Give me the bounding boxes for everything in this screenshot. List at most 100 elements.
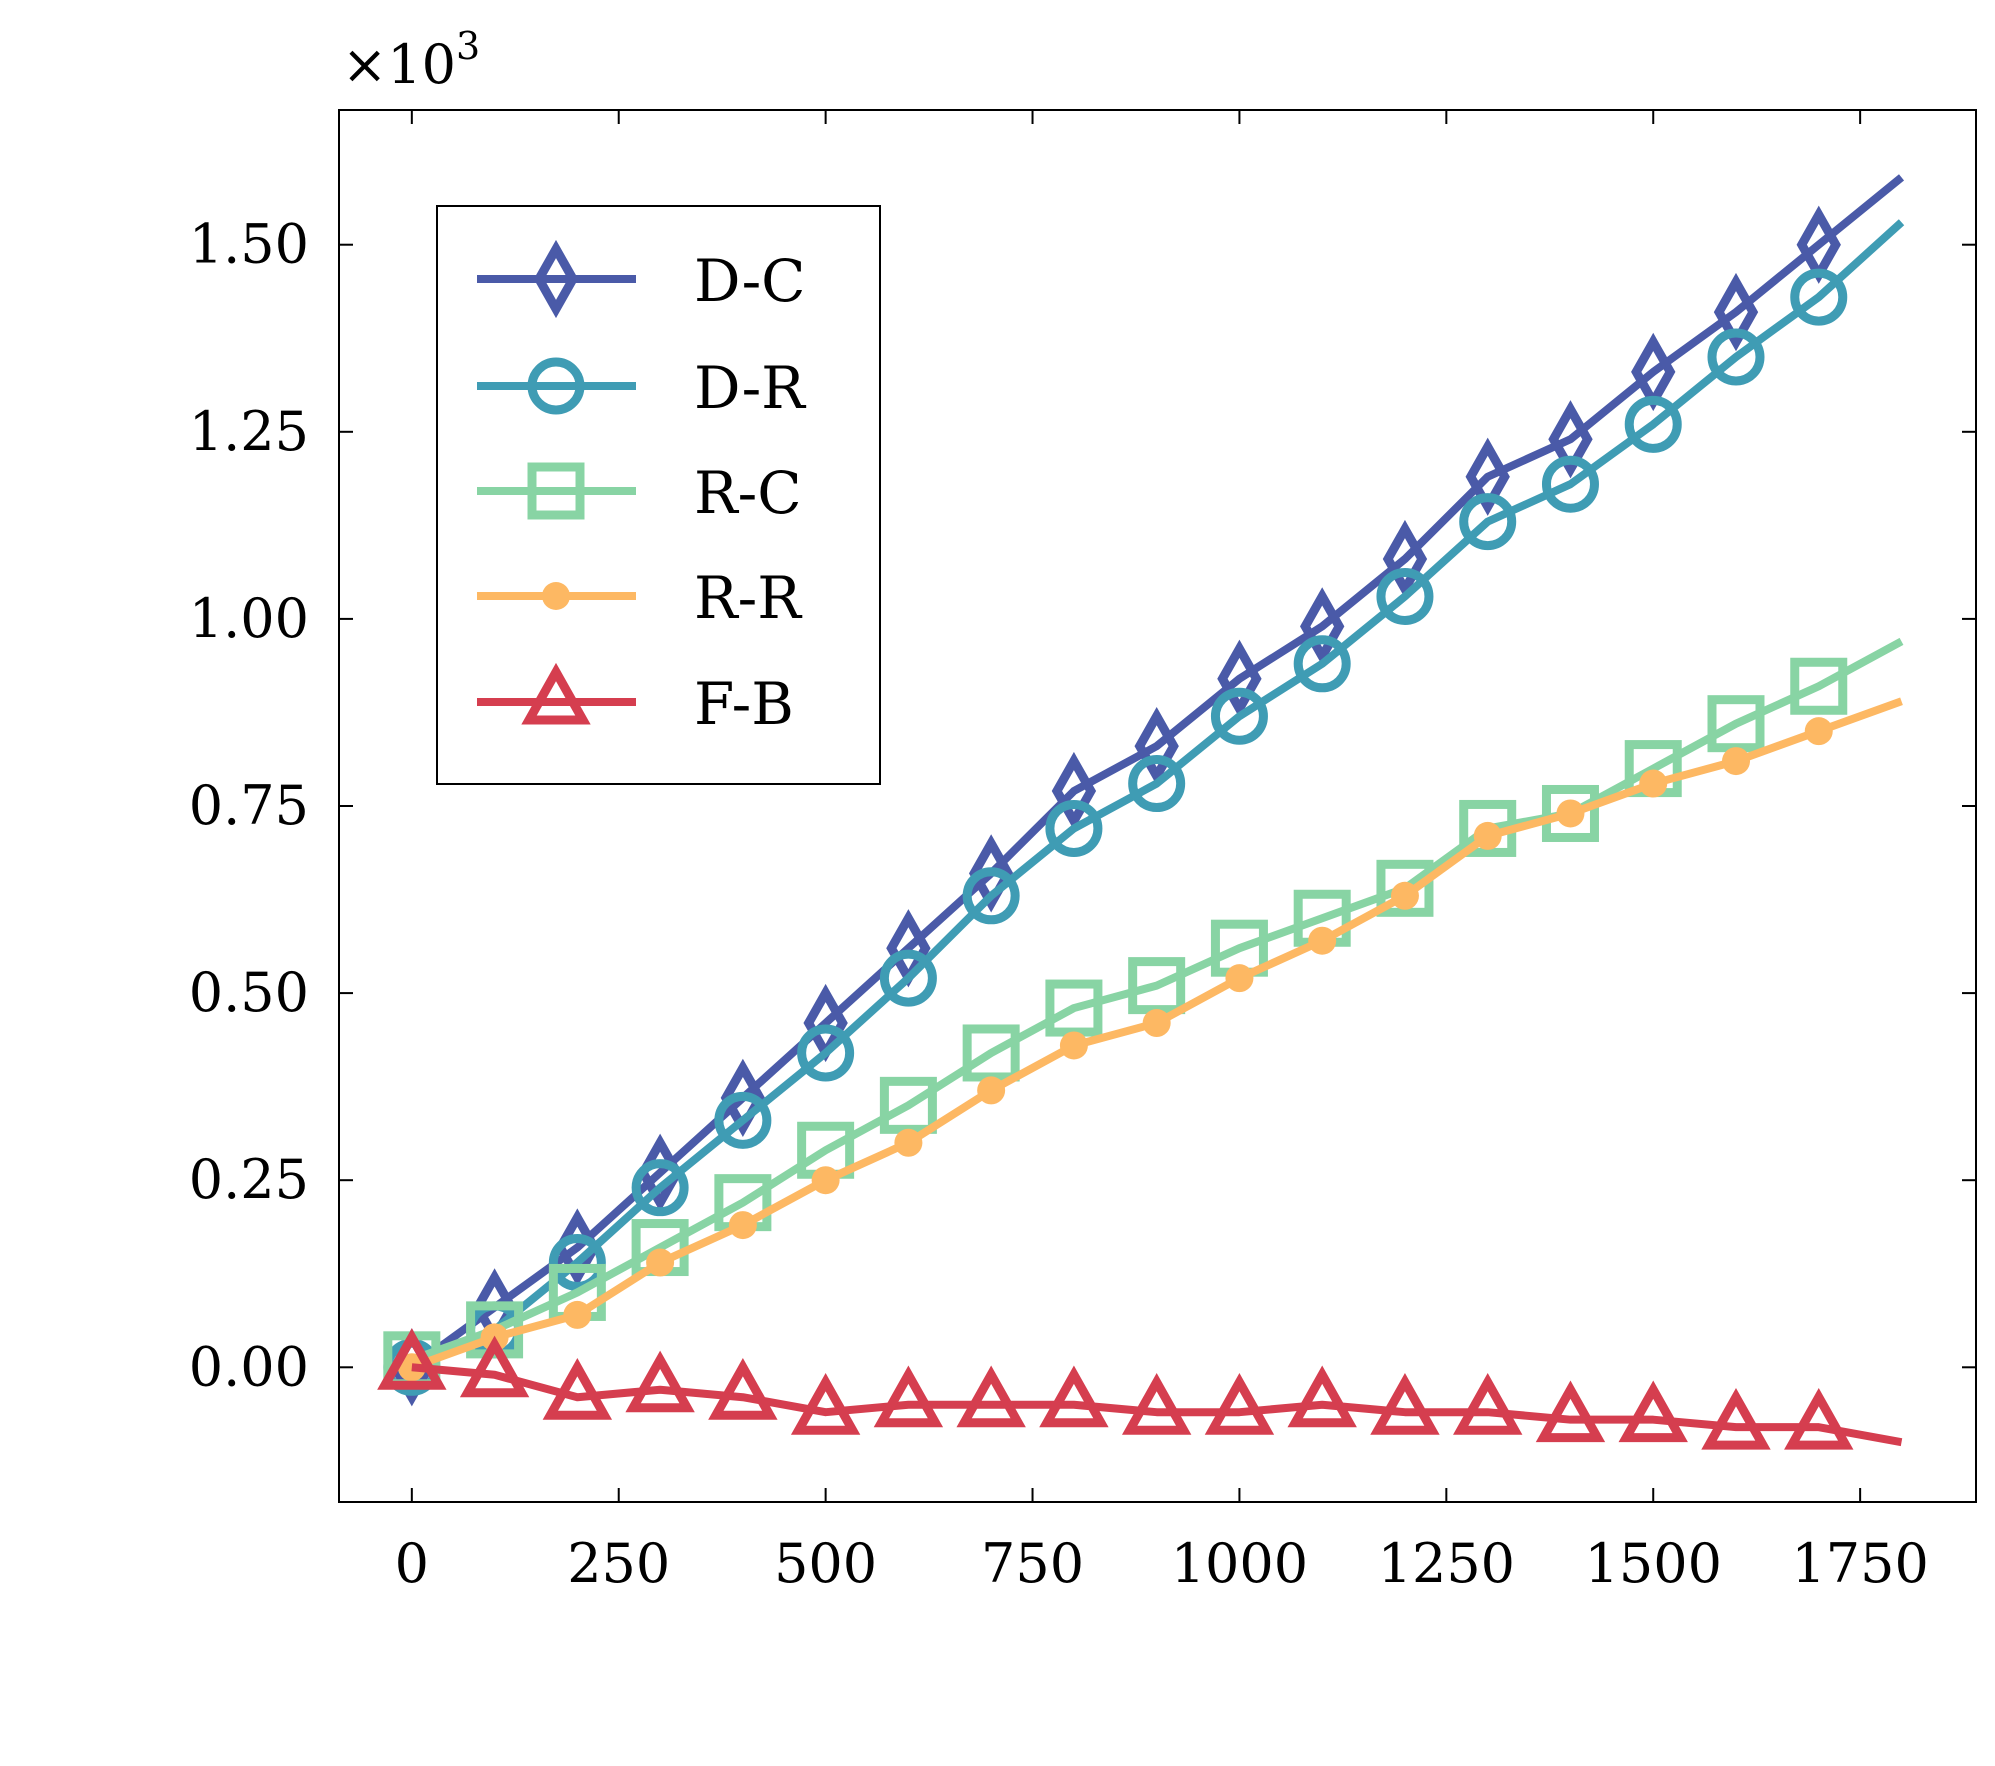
data-point — [1204, 1373, 1275, 1435]
data-point — [956, 1365, 1026, 1428]
legend-label: D-R — [694, 354, 807, 422]
legend-label: D-C — [694, 247, 806, 315]
legend-item: D-C — [477, 239, 806, 319]
data-point — [811, 1166, 840, 1195]
legend-label: R-R — [694, 564, 803, 632]
data-point — [1059, 1031, 1088, 1060]
data-point — [646, 1248, 675, 1277]
legend-marker — [542, 582, 570, 610]
legend-label: R-C — [694, 459, 802, 527]
y-multiplier: ×103 — [342, 24, 480, 96]
data-point — [1225, 964, 1254, 993]
data-point — [1134, 707, 1179, 786]
data-point — [1790, 268, 1848, 326]
y-tick-label: 1.00 — [189, 587, 309, 650]
series-F-B — [377, 1328, 1903, 1450]
legend-label: F-B — [694, 670, 794, 738]
data-point — [1293, 635, 1351, 693]
y-tick-label: 0.50 — [189, 961, 309, 1024]
x-tick-label: 250 — [567, 1532, 670, 1595]
data-point — [1473, 821, 1502, 850]
data-point — [1548, 400, 1593, 479]
x-tick-label: 1250 — [1378, 1532, 1515, 1595]
legend-marker — [533, 239, 579, 319]
data-point — [542, 1358, 613, 1420]
data-point — [1121, 1373, 1192, 1435]
data-point — [1535, 1380, 1606, 1443]
data-point — [1707, 328, 1765, 386]
data-point — [1618, 1380, 1688, 1443]
data-point — [1370, 1373, 1440, 1435]
data-point — [1300, 587, 1345, 666]
x-tick-label: 1000 — [1171, 1532, 1308, 1595]
data-point — [1039, 1365, 1109, 1428]
data-point — [873, 1365, 944, 1428]
legend-item: F-B — [477, 662, 794, 738]
series-line — [410, 219, 1905, 1371]
data-point — [1790, 657, 1848, 715]
data-point — [563, 1300, 592, 1329]
data-point — [1624, 395, 1682, 453]
data-point — [1376, 859, 1434, 917]
data-point — [797, 1024, 855, 1082]
data-point — [894, 1128, 923, 1157]
data-point — [1210, 687, 1268, 745]
y-tick-label: 0.25 — [189, 1148, 309, 1211]
x-tick-label: 1750 — [1791, 1532, 1928, 1595]
data-point — [1459, 493, 1517, 551]
data-point — [459, 1335, 530, 1398]
data-point — [1713, 272, 1759, 352]
y-tick-label: 0.75 — [189, 774, 309, 837]
data-point — [728, 1211, 757, 1240]
data-point — [977, 1076, 1006, 1105]
data-point — [968, 834, 1014, 913]
data-point — [1376, 567, 1434, 625]
data-point — [1382, 519, 1428, 599]
x-tick-label: 750 — [981, 1532, 1084, 1595]
data-point — [1556, 799, 1585, 828]
legend-item: R-R — [477, 564, 803, 632]
data-point — [1639, 769, 1668, 798]
data-point — [1465, 437, 1510, 516]
legend-marker — [521, 662, 591, 725]
legend-item: R-C — [477, 459, 802, 527]
data-point — [1453, 1373, 1523, 1435]
data-point — [790, 1373, 861, 1435]
legend-item: D-R — [477, 354, 807, 422]
series-line — [409, 174, 1905, 1371]
data-point — [708, 1358, 778, 1420]
y-tick-label: 1.25 — [189, 400, 309, 463]
legend-marker — [527, 357, 585, 415]
data-point — [377, 1328, 447, 1390]
data-point — [1308, 926, 1337, 955]
y-tick-label: 1.50 — [189, 213, 309, 276]
data-point — [1287, 1365, 1357, 1428]
series-line — [411, 1363, 1903, 1447]
axis-ticks: 0 250 500 750 1000 1250 1500 1750 0.00 0.25 0.50 0.… — [189, 110, 1976, 1595]
data-point — [714, 1091, 772, 1149]
data-point — [1217, 639, 1262, 718]
data-point — [1804, 717, 1833, 746]
x-tick-label: 0 — [395, 1532, 429, 1595]
y-tick-label: 0.00 — [189, 1335, 309, 1398]
data-point — [1142, 1009, 1171, 1038]
x-tick-label: 1500 — [1585, 1532, 1722, 1595]
series-D-C — [389, 174, 1905, 1407]
data-point — [1784, 1387, 1854, 1450]
data-point — [879, 949, 937, 1007]
legend: D-C D-R R-C R-R F-B — [436, 205, 881, 785]
data-point — [1541, 455, 1599, 513]
data-point — [1721, 747, 1750, 776]
data-point — [720, 1058, 766, 1137]
data-point — [1701, 1387, 1771, 1450]
legend-marker — [527, 462, 585, 520]
data-point — [1051, 751, 1097, 831]
data-point — [1390, 881, 1419, 910]
plot-area — [377, 174, 1905, 1450]
data-point — [962, 867, 1020, 925]
data-point — [548, 1234, 606, 1292]
data-point — [625, 1350, 695, 1413]
data-point — [1045, 799, 1103, 857]
data-point — [631, 1159, 689, 1217]
